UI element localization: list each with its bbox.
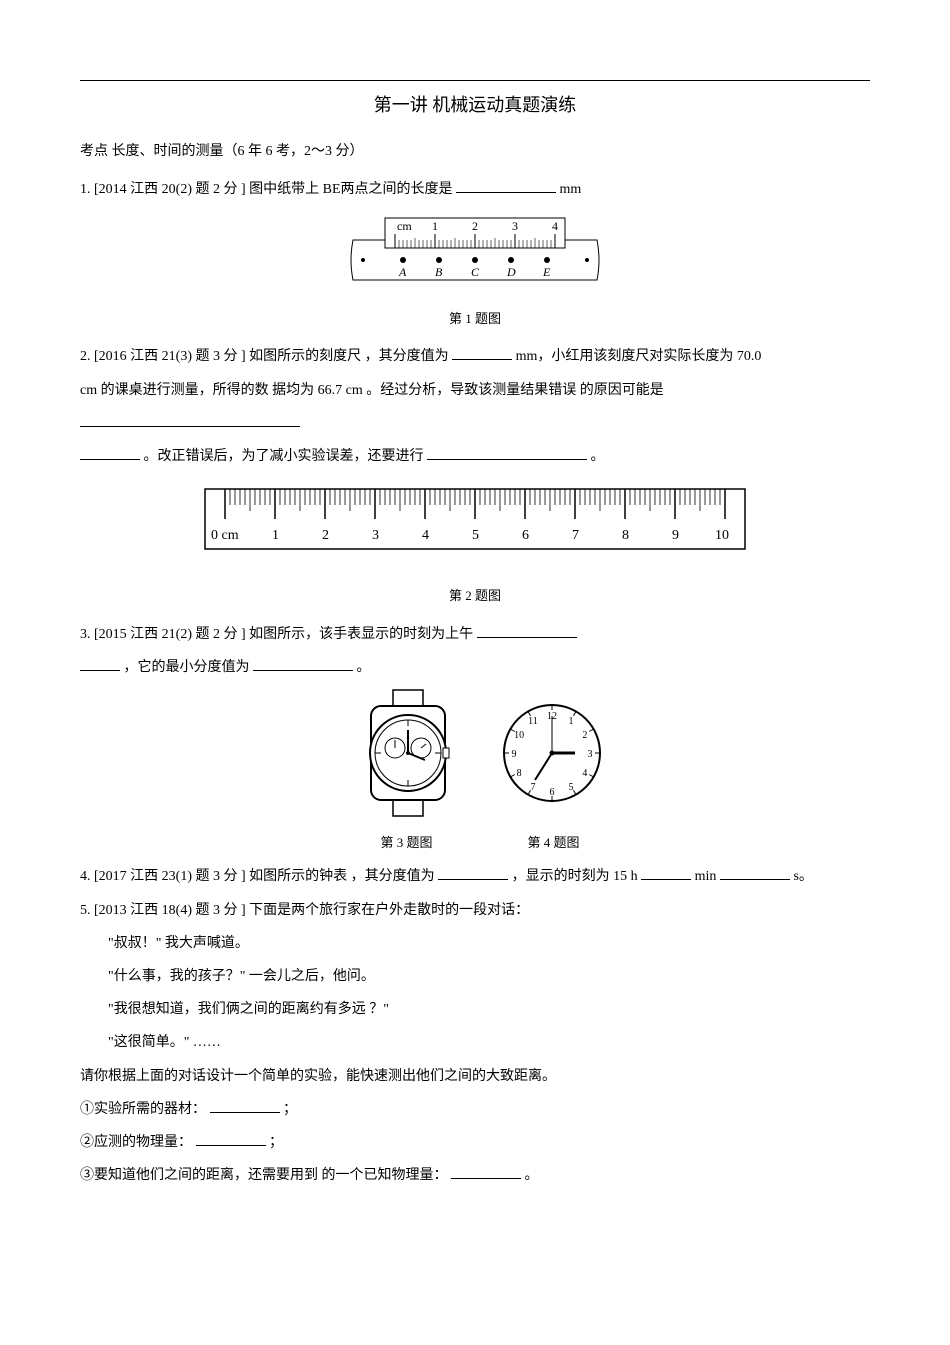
- q5-task: 请你根据上面的对话设计一个简单的实验，能快速测出他们之间的大致距离。: [80, 1064, 870, 1089]
- q5-i1a: ①实验所需的器材：: [80, 1102, 210, 1117]
- q5-i2a: ②应测的物理量：: [80, 1135, 196, 1150]
- svg-text:4: 4: [422, 528, 429, 543]
- q1: 1. [2014 江西 20(2) 题 2 分 ] 图中纸带上 BE两点之间的长…: [80, 177, 870, 202]
- q5-i2b: ；: [269, 1135, 283, 1150]
- svg-text:A: A: [398, 265, 407, 279]
- svg-text:10: 10: [715, 528, 729, 543]
- q4-blank3: [720, 865, 790, 880]
- q1-text-a: 1. [2014 江西 20(2) 题 2 分 ] 图中纸带上 BE两点之间的长…: [80, 182, 456, 197]
- q3-text-a: 3. [2015 江西 21(2) 题 2 分 ] 如图所示，该手表显示的时刻为…: [80, 627, 477, 642]
- q2-text-d: 。改正错误后，为了减小实验误差，还要进行: [144, 449, 428, 464]
- q2-line3: [80, 411, 870, 436]
- q4-text-a: 4. [2017 江西 23(1) 题 3 分 ] 如图所示的钟表 ，其分度值为: [80, 869, 438, 884]
- q4: 4. [2017 江西 23(1) 题 3 分 ] 如图所示的钟表 ，其分度值为…: [80, 864, 870, 889]
- q4-figure: 121234567891011: [497, 698, 607, 817]
- svg-text:cm: cm: [397, 219, 412, 233]
- svg-text:1: 1: [432, 219, 438, 233]
- q3-blank2: [80, 656, 120, 671]
- q2-text-c: cm 的课桌进行测量，所得的数 据均为 66.7 cm 。经过分析，导致该测量结…: [80, 383, 664, 398]
- svg-text:9: 9: [672, 528, 679, 543]
- q3-q4-figures: 121234567891011 第 3 题图 第 4 题图: [80, 688, 870, 856]
- svg-text:1: 1: [568, 716, 573, 727]
- svg-text:2: 2: [582, 730, 587, 741]
- q2-blank1: [452, 345, 512, 360]
- svg-text:3: 3: [372, 528, 379, 543]
- q2-blank2: [80, 412, 300, 427]
- q5-i3b: 。: [525, 1168, 539, 1183]
- svg-text:C: C: [471, 265, 480, 279]
- svg-text:D: D: [506, 265, 516, 279]
- q2-line2: cm 的课桌进行测量，所得的数 据均为 66.7 cm 。经过分析，导致该测量结…: [80, 378, 870, 403]
- page-title: 第一讲 机械运动真题演练: [80, 89, 870, 121]
- svg-text:6: 6: [522, 528, 529, 543]
- q5-line1: "叔叔！" 我大声喊道。: [80, 931, 870, 956]
- svg-text:5: 5: [568, 782, 573, 793]
- exam-point: 考点 长度、时间的测量（6 年 6 考，2～3 分）: [80, 139, 870, 164]
- q5-line3: "我很想知道，我们俩之间的距离约有多远 ？": [80, 997, 870, 1022]
- q2-blank4: [427, 445, 587, 460]
- q2-caption: 第 2 题图: [80, 584, 870, 607]
- q4-blank2: [641, 865, 691, 880]
- q1-text-b: mm: [560, 182, 582, 197]
- q2: 2. [2016 江西 21(3) 题 3 分 ] 如图所示的刻度尺 ，其分度值…: [80, 344, 870, 369]
- q5-item1: ①实验所需的器材： ；: [80, 1097, 870, 1122]
- q2-figure: 0 cm 1 2 3 4 5 6 7 8 9 10: [80, 479, 870, 578]
- q3-text-b: ，它的最小分度值为: [124, 660, 254, 675]
- q3: 3. [2015 江西 21(2) 题 2 分 ] 如图所示，该手表显示的时刻为…: [80, 622, 870, 647]
- q1-blank: [456, 178, 556, 193]
- svg-text:1: 1: [272, 528, 279, 543]
- q2-text-e: 。: [591, 449, 605, 464]
- q2-blank3: [80, 445, 140, 460]
- q2-line4: 。改正错误后，为了减小实验误差，还要进行 。: [80, 444, 870, 469]
- svg-text:9: 9: [511, 749, 516, 760]
- svg-text:7: 7: [530, 782, 535, 793]
- clock-svg: 121234567891011: [497, 698, 607, 808]
- q4-text-b: ，显示的时刻为 15 h: [512, 869, 638, 884]
- q2-text-a: 2. [2016 江西 21(3) 题 3 分 ] 如图所示的刻度尺 ，其分度值…: [80, 349, 452, 364]
- watch-svg: [343, 688, 473, 818]
- q3-caption: 第 3 题图: [342, 831, 472, 854]
- svg-text:3: 3: [587, 749, 592, 760]
- svg-text:7: 7: [572, 528, 579, 543]
- q3-text-c: 。: [357, 660, 371, 675]
- q5-blank3: [451, 1164, 521, 1179]
- q3-blank3: [253, 656, 353, 671]
- q5-item3: ③要知道他们之间的距离，还需要用到 的一个已知物理量： 。: [80, 1163, 870, 1188]
- q4-text-c: min: [695, 869, 717, 884]
- svg-text:2: 2: [472, 219, 478, 233]
- svg-text:8: 8: [516, 768, 521, 779]
- q4-blank1: [438, 865, 508, 880]
- q3-blank1: [477, 623, 577, 638]
- svg-text:B: B: [435, 265, 443, 279]
- q4-caption: 第 4 题图: [499, 831, 609, 854]
- q5-line4: "这很简单。" ……: [80, 1030, 870, 1055]
- svg-text:E: E: [542, 265, 551, 279]
- q2-ruler-svg: 0 cm 1 2 3 4 5 6 7 8 9 10: [195, 479, 755, 569]
- q5-i3a: ③要知道他们之间的距离，还需要用到 的一个已知物理量：: [80, 1168, 451, 1183]
- svg-text:0 cm: 0 cm: [211, 528, 239, 543]
- q3-line2: ，它的最小分度值为 。: [80, 655, 870, 680]
- q4-text-d: s。: [793, 869, 812, 884]
- q1-ruler-svg: cm 1 2 3 4 A B C D E: [345, 212, 605, 292]
- q5-item2: ②应测的物理量： ；: [80, 1130, 870, 1155]
- q5-blank2: [196, 1131, 266, 1146]
- q1-figure: cm 1 2 3 4 A B C D E: [80, 212, 870, 301]
- q2-text-b: mm，小红用该刻度尺对实际长度为 70.0: [516, 349, 762, 364]
- svg-text:4: 4: [582, 768, 587, 779]
- q5-i1b: ；: [283, 1102, 297, 1117]
- svg-text:3: 3: [512, 219, 518, 233]
- q1-caption: 第 1 题图: [80, 307, 870, 330]
- svg-text:5: 5: [472, 528, 479, 543]
- q5-intro: 5. [2013 江西 18(4) 题 3 分 ] 下面是两个旅行家在户外走散时…: [80, 898, 870, 923]
- svg-text:4: 4: [552, 219, 558, 233]
- q5-line2: "什么事，我的孩子？" 一会儿之后，他问。: [80, 964, 870, 989]
- svg-text:2: 2: [322, 528, 329, 543]
- svg-text:8: 8: [622, 528, 629, 543]
- q3-figure: [343, 688, 473, 827]
- svg-text:11: 11: [528, 716, 538, 727]
- q5-blank1: [210, 1098, 280, 1113]
- svg-text:10: 10: [514, 730, 524, 741]
- top-rule: [80, 80, 870, 81]
